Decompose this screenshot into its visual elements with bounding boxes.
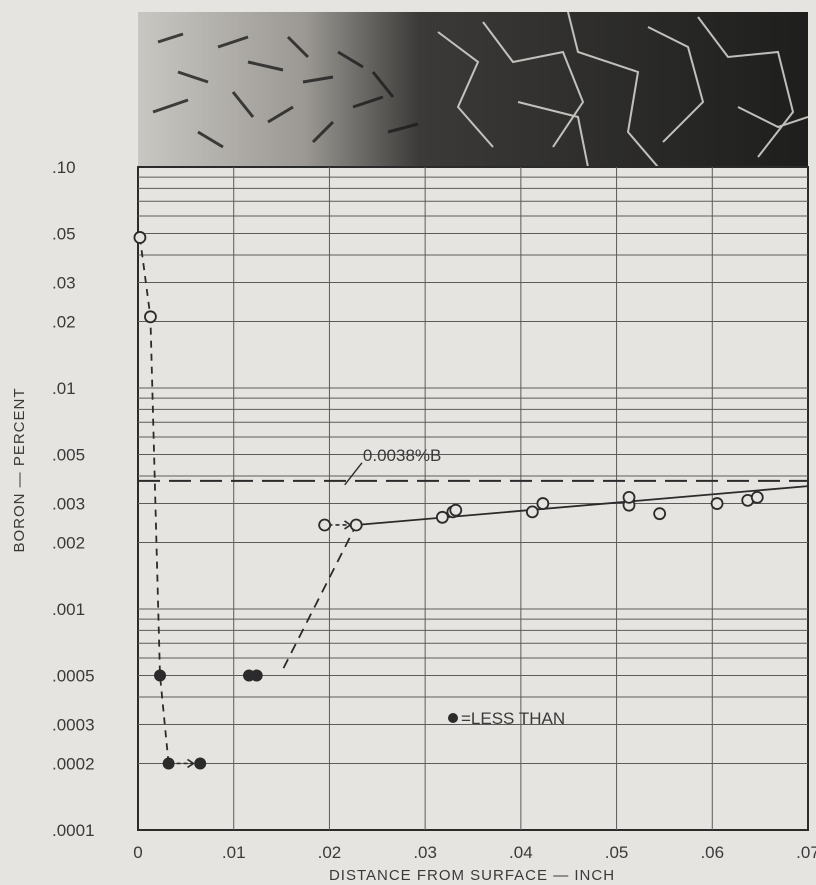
x-tick-label: .01 [222, 843, 246, 862]
data-point-open [133, 231, 147, 244]
x-tick-label: .02 [318, 843, 342, 862]
legend-label: =LESS THAN [461, 709, 565, 728]
data-point-open [750, 490, 764, 504]
micrograph-image [138, 12, 808, 167]
data-point-open [349, 518, 363, 532]
y-tick-label: .05 [52, 225, 76, 244]
data-point-open [536, 497, 550, 510]
line-group [139, 237, 809, 769]
fit-line [356, 485, 809, 526]
data-point-filled [250, 669, 263, 682]
legend-filled-marker [448, 713, 458, 723]
data-point-open [710, 497, 724, 510]
reference-line-label: 0.0038%B [363, 446, 441, 465]
y-axis-label: BORON — PERCENT [11, 387, 28, 552]
y-tick-label: .0002 [52, 754, 95, 773]
plot-frame [137, 166, 809, 831]
y-tick-label: .002 [52, 533, 85, 552]
y-tick-label: .02 [52, 312, 76, 331]
data-point-filled [194, 757, 207, 770]
y-tick-label: .0005 [52, 667, 95, 686]
data-point-open [622, 490, 636, 504]
tick-labels: .10 .05 .03 .02 .01 .005 .003 .002 .001 .0005 .000… [52, 158, 816, 862]
y-tick-label: .001 [52, 600, 85, 619]
x-tick-label: .03 [413, 843, 437, 862]
dashed-profile-line [139, 237, 170, 764]
x-tick-label: .05 [605, 843, 629, 862]
data-point-filled [162, 757, 175, 770]
y-tick-label: .03 [52, 274, 76, 293]
data-point-filled [154, 669, 167, 682]
y-tick-label: .10 [52, 158, 76, 177]
data-point-open [318, 518, 332, 532]
legend: =LESS THAN [448, 709, 565, 728]
x-axis-label: DISTANCE FROM SURFACE — INCH [329, 867, 615, 884]
data-point-open [449, 503, 463, 517]
data-point-open [144, 310, 157, 324]
y-tick-label: .005 [52, 446, 85, 465]
x-tick-label: .07 [796, 843, 816, 862]
data-point-open [435, 510, 449, 524]
x-tick-label: 0 [133, 843, 142, 862]
grid [137, 166, 809, 831]
y-tick-label: .003 [52, 495, 85, 514]
x-tick-label: .06 [700, 843, 724, 862]
x-tick-label: .04 [509, 843, 533, 862]
reference-line-group: 0.0038%B [138, 446, 808, 486]
y-tick-label: .0001 [52, 821, 95, 840]
data-point-open [653, 507, 667, 521]
y-tick-label: .01 [52, 379, 76, 398]
data-point-open [525, 505, 539, 519]
dashed-rise-line [282, 524, 358, 669]
y-tick-label: .0003 [52, 716, 95, 735]
point-group [133, 231, 764, 770]
arrow-head [187, 758, 195, 769]
reference-leader [344, 462, 363, 486]
